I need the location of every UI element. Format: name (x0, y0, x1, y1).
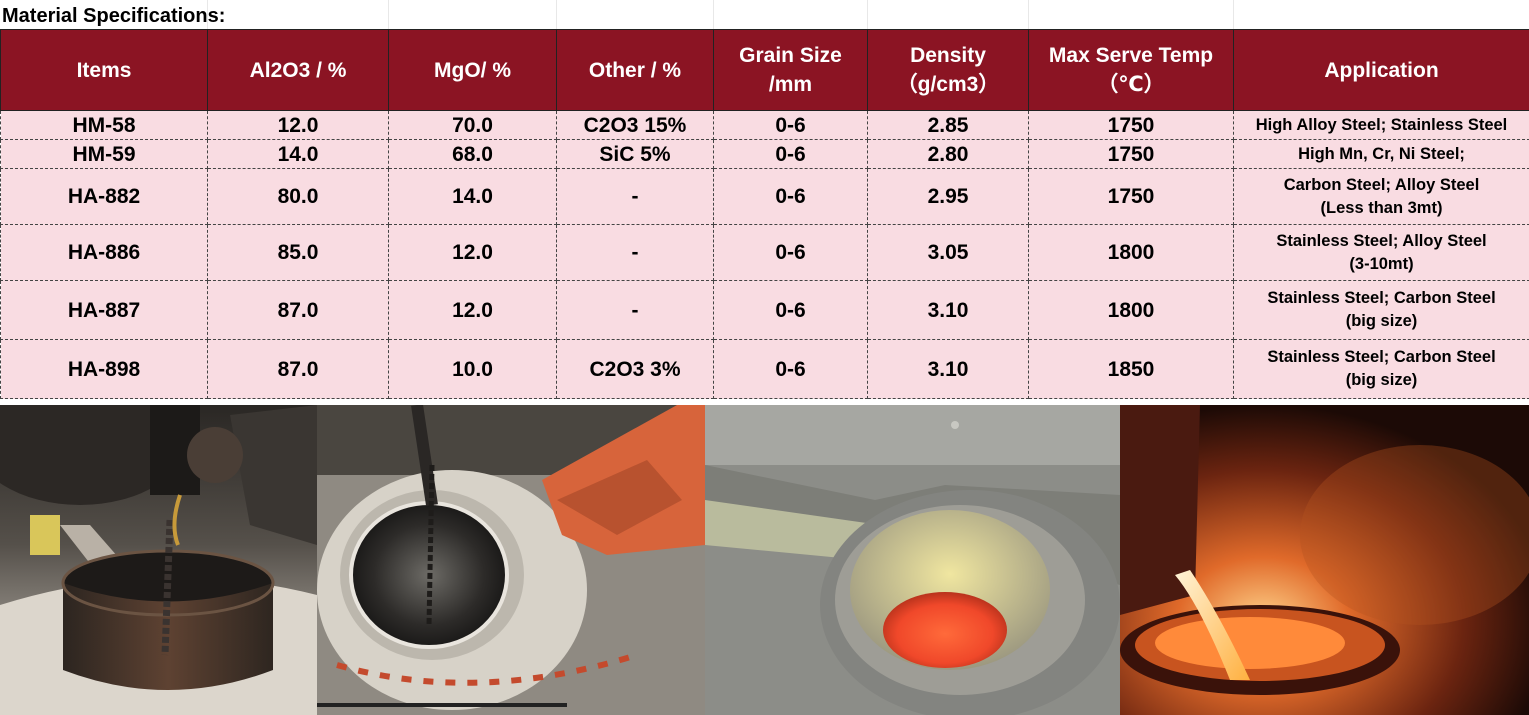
cell-al2o3: 12.0 (207, 110, 389, 140)
cell-mgo: 12.0 (388, 280, 557, 340)
crucible-molten-photo (705, 405, 1120, 715)
cell-al2o3: 85.0 (207, 224, 389, 281)
cell-al2o3: 87.0 (207, 339, 389, 399)
page-title: Material Specifications: (2, 5, 226, 27)
cell-mgo: 12.0 (388, 224, 557, 281)
cell-temp: 1750 (1028, 168, 1234, 225)
cell-item: HA-886 (0, 224, 208, 281)
cell-grain: 0-6 (713, 224, 868, 281)
cell-mgo: 10.0 (388, 339, 557, 399)
cell-grain: 0-6 (713, 168, 868, 225)
table-row: HA-886 85.0 12.0 - 0-6 3.05 1800 Stainle… (0, 224, 1529, 281)
cell-item: HM-59 (0, 139, 208, 169)
table-row: HM-59 14.0 68.0 SiC 5% 0-6 2.80 1750 Hig… (0, 139, 1529, 169)
cell-density: 3.05 (867, 224, 1029, 281)
header-mgo: MgO/ % (388, 29, 557, 111)
cell-item: HA-898 (0, 339, 208, 399)
cell-application: High Mn, Cr, Ni Steel; (1233, 139, 1529, 169)
cell-density: 2.85 (867, 110, 1029, 140)
table-row: HM-58 12.0 70.0 C2O3 15% 0-6 2.85 1750 H… (0, 110, 1529, 140)
cell-application: Stainless Steel; Alloy Steel (3-10mt) (1233, 224, 1529, 281)
cell-item: HA-887 (0, 280, 208, 340)
header-max-temp: Max Serve Temp （℃） (1028, 29, 1234, 111)
cell-application: Carbon Steel; Alloy Steel (Less than 3mt) (1233, 168, 1529, 225)
cell-mgo: 70.0 (388, 110, 557, 140)
sheet-grid-lines (0, 0, 1529, 29)
header-row: Items Al2O3 / % MgO/ % Other / % Grain S… (0, 29, 1529, 111)
cell-density: 3.10 (867, 339, 1029, 399)
cell-other: SiC 5% (556, 139, 714, 169)
header-density: Density （g/cm3） (867, 29, 1029, 111)
cell-item: HM-58 (0, 110, 208, 140)
table-row: HA-887 87.0 12.0 - 0-6 3.10 1800 Stainle… (0, 280, 1529, 340)
cell-item: HA-882 (0, 168, 208, 225)
cell-other: - (556, 224, 714, 281)
cell-application: Stainless Steel; Carbon Steel (big size) (1233, 339, 1529, 399)
cell-mgo: 14.0 (388, 168, 557, 225)
cell-al2o3: 87.0 (207, 280, 389, 340)
table-row: HA-898 87.0 10.0 C2O3 3% 0-6 3.10 1850 S… (0, 339, 1529, 399)
cell-grain: 0-6 (713, 280, 868, 340)
cell-density: 3.10 (867, 280, 1029, 340)
cell-al2o3: 14.0 (207, 139, 389, 169)
cell-application: Stainless Steel; Carbon Steel (big size) (1233, 280, 1529, 340)
header-items: Items (0, 29, 208, 111)
cell-other: - (556, 280, 714, 340)
furnace-lining-photo (317, 405, 705, 715)
cell-temp: 1750 (1028, 139, 1234, 169)
cell-density: 2.95 (867, 168, 1029, 225)
cell-grain: 0-6 (713, 110, 868, 140)
spec-table: Items Al2O3 / % MgO/ % Other / % Grain S… (0, 29, 1529, 399)
cell-mgo: 68.0 (388, 139, 557, 169)
header-al2o3: Al2O3 / % (207, 29, 389, 111)
molten-pour-photo (1120, 405, 1529, 715)
cell-density: 2.80 (867, 139, 1029, 169)
header-other: Other / % (556, 29, 714, 111)
cell-temp: 1800 (1028, 224, 1234, 281)
ladle-sand-photo (0, 405, 317, 715)
header-application: Application (1233, 29, 1529, 111)
cell-al2o3: 80.0 (207, 168, 389, 225)
cell-grain: 0-6 (713, 339, 868, 399)
table-row: HA-882 80.0 14.0 - 0-6 2.95 1750 Carbon … (0, 168, 1529, 225)
cell-other: C2O3 15% (556, 110, 714, 140)
cell-temp: 1850 (1028, 339, 1234, 399)
cell-other: - (556, 168, 714, 225)
cell-grain: 0-6 (713, 139, 868, 169)
cell-temp: 1800 (1028, 280, 1234, 340)
cell-temp: 1750 (1028, 110, 1234, 140)
header-grain-size: Grain Size/mm (713, 29, 868, 111)
photo-strip (0, 405, 1529, 715)
cell-other: C2O3 3% (556, 339, 714, 399)
cell-application: High Alloy Steel; Stainless Steel (1233, 110, 1529, 140)
